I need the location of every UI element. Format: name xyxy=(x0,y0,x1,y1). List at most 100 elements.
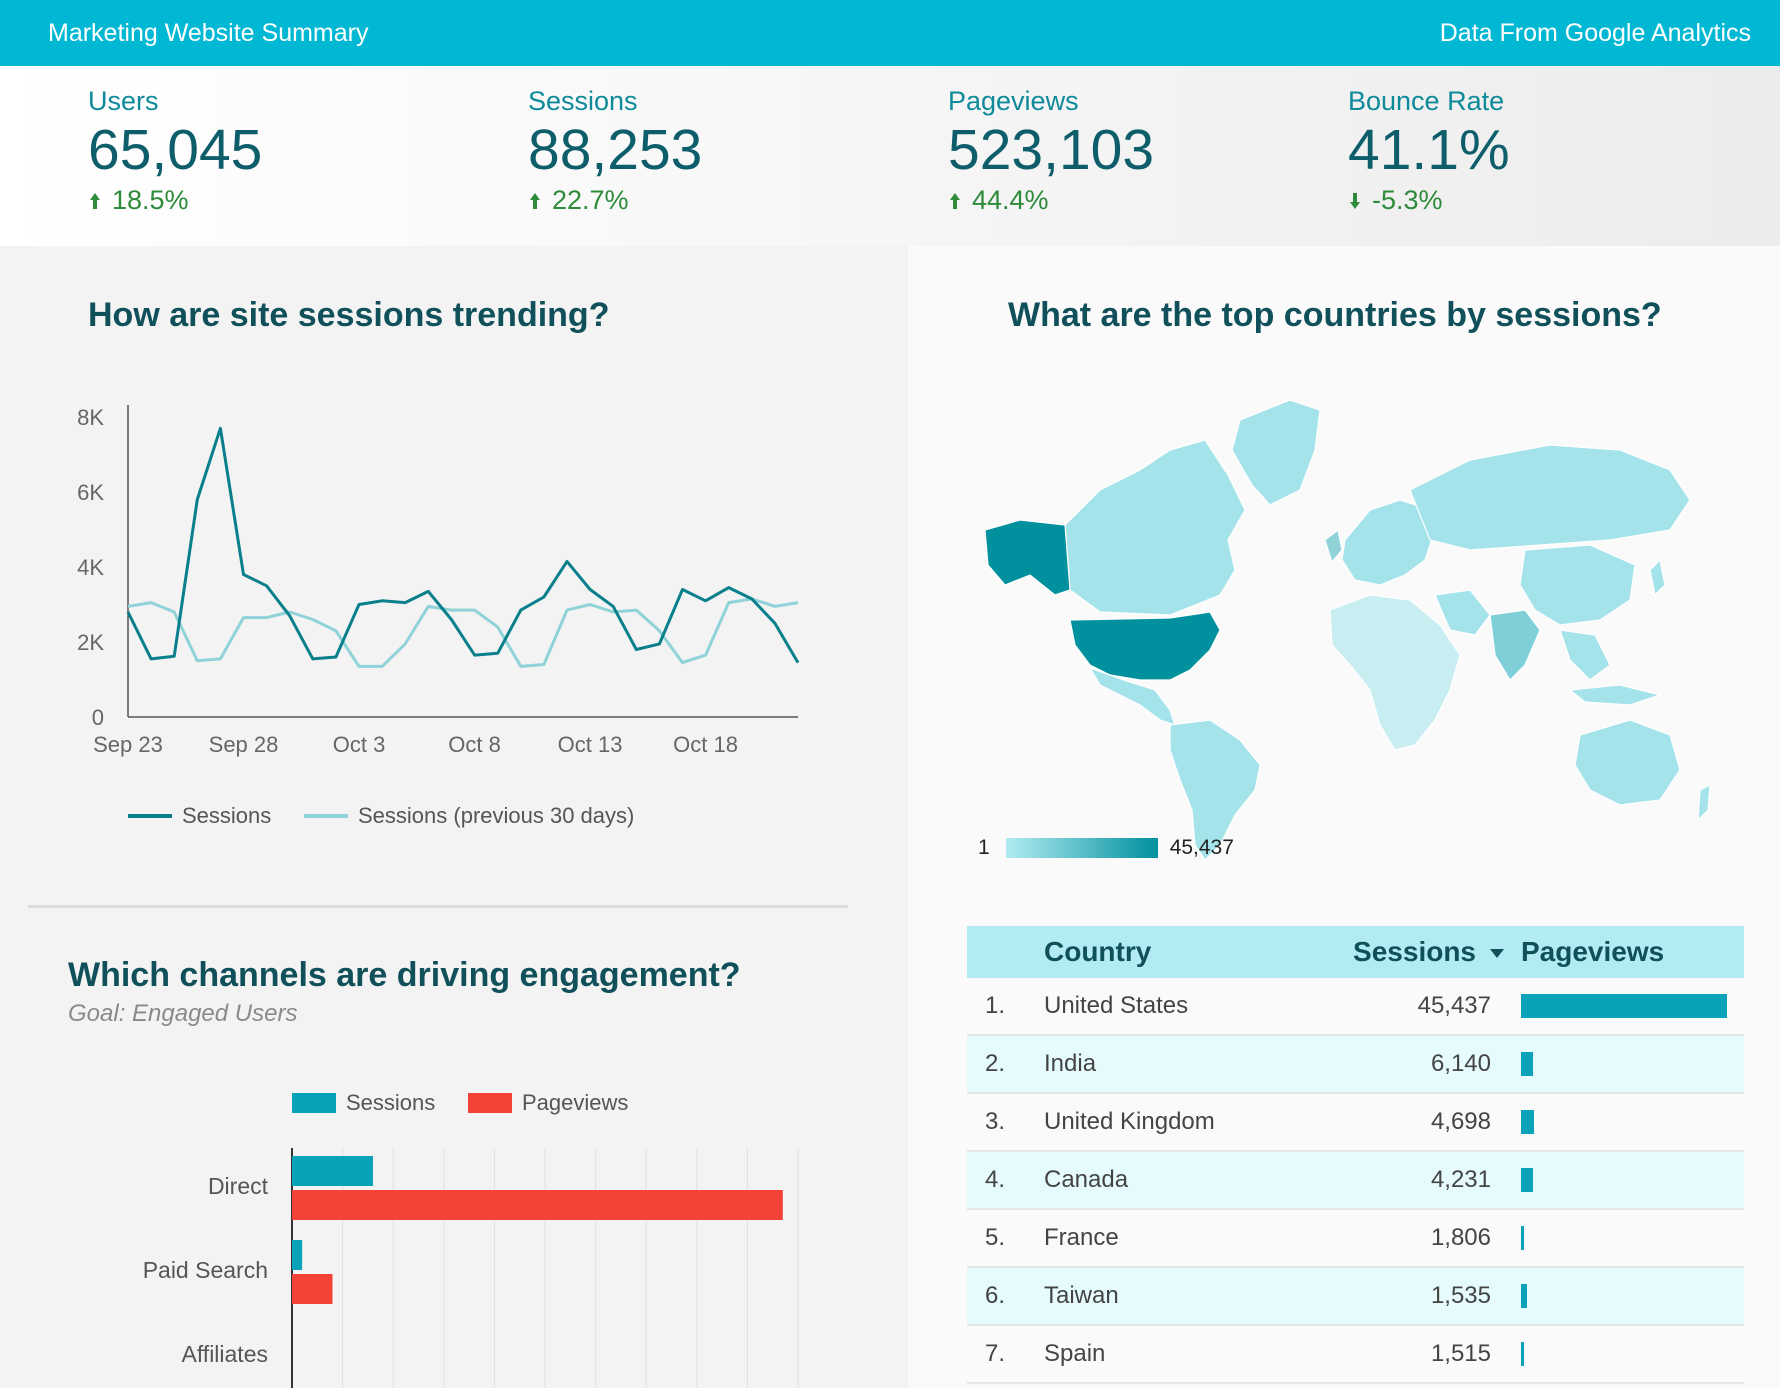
kpi-delta: -5.3% xyxy=(1348,185,1510,216)
table-header: Country Sessions Pageviews xyxy=(967,926,1744,978)
kpi-bounce-rate: Bounce Rate 41.1% -5.3% xyxy=(1348,86,1510,216)
legend-swatch xyxy=(304,814,348,818)
map-region-southeast-asia xyxy=(1559,629,1611,681)
kpi-label: Users xyxy=(88,86,159,116)
category-label: Direct xyxy=(208,1173,269,1199)
map-scale-max: 45,437 xyxy=(1169,836,1234,859)
legend-previous: Sessions (previous 30 days) xyxy=(304,803,634,829)
kpi-delta: 22.7% xyxy=(528,185,702,216)
kpi-delta-value: 22.7% xyxy=(552,185,629,215)
y-tick-label: 8K xyxy=(77,405,104,430)
map-region-japan xyxy=(1649,558,1666,597)
table-row[interactable]: 3. United Kingdom 4,698 xyxy=(967,1094,1744,1152)
row-sessions: 4,231 xyxy=(1430,1166,1491,1193)
row-rank: 2. xyxy=(985,1050,1006,1077)
legend-swatch xyxy=(468,1093,512,1113)
table-row[interactable]: 1. United States 45,437 xyxy=(967,978,1744,1036)
map-region-russia xyxy=(1409,444,1691,551)
channels-bar-chart: Direct Paid Search Affiliates xyxy=(143,1148,799,1388)
kpi-value: 523,103 xyxy=(948,118,1155,182)
legend-pageviews-bar: Pageviews xyxy=(468,1090,628,1116)
section-divider xyxy=(28,905,848,908)
trend-title: How are site sessions trending? xyxy=(88,296,610,334)
row-pageviews-bar xyxy=(1521,1110,1534,1134)
x-tick-label: Oct 13 xyxy=(558,732,623,757)
x-tick-label: Oct 3 xyxy=(333,732,386,757)
legend-label: Sessions xyxy=(346,1090,436,1115)
column-header-sessions-label: Sessions xyxy=(1353,936,1476,967)
row-country: United States xyxy=(1044,992,1189,1019)
table-row[interactable]: 5. France 1,806 xyxy=(967,1210,1744,1268)
arrow-up-icon xyxy=(530,192,540,209)
kpi-delta-value: 44.4% xyxy=(972,185,1049,215)
table-row[interactable]: 7. Spain 1,515 xyxy=(967,1326,1744,1384)
map-region-china xyxy=(1519,544,1636,626)
map-region-alaska xyxy=(984,519,1071,596)
legend-label: Sessions (previous 30 days) xyxy=(358,803,635,828)
row-country: India xyxy=(1044,1050,1097,1077)
category-label: Affiliates xyxy=(181,1341,268,1367)
row-rank: 5. xyxy=(985,1224,1006,1251)
map-region-united-states xyxy=(1069,611,1221,681)
column-header-sessions[interactable]: Sessions xyxy=(1353,936,1504,968)
column-header-pageviews[interactable]: Pageviews xyxy=(1521,936,1665,967)
data-source-label: Data From Google Analytics xyxy=(1439,18,1751,47)
map-land xyxy=(984,399,1711,861)
row-pageviews-bar xyxy=(1521,1168,1533,1192)
arrow-down-icon xyxy=(1350,192,1360,209)
row-country: United Kingdom xyxy=(1044,1108,1215,1135)
kpi-value: 88,253 xyxy=(528,118,703,182)
table-row[interactable]: 6. Taiwan 1,535 xyxy=(967,1268,1744,1326)
kpi-users: Users 65,045 18.5% xyxy=(88,86,262,216)
sort-descending-icon[interactable] xyxy=(1490,949,1504,959)
arrow-up-icon xyxy=(950,192,960,209)
x-tick-label: Oct 18 xyxy=(673,732,738,757)
legend-swatch xyxy=(128,814,172,818)
kpi-pageviews: Pageviews 523,103 44.4% xyxy=(948,86,1154,216)
series-line-previous-30-days xyxy=(127,597,799,668)
series-line-sessions xyxy=(126,426,800,664)
map-scale-min: 1 xyxy=(978,836,990,859)
kpi-band: Users 65,045 18.5% Sessions 88,253 22.7%… xyxy=(0,66,1780,246)
map-region-middle-east xyxy=(1434,589,1491,636)
row-rank: 3. xyxy=(985,1108,1006,1135)
map-region-india xyxy=(1489,609,1541,681)
world-map xyxy=(984,399,1711,861)
table-row[interactable]: 4. Canada 4,231 xyxy=(967,1152,1744,1210)
bar-pageviews xyxy=(292,1190,783,1220)
kpi-label: Sessions xyxy=(528,86,638,116)
x-tick-label: Sep 23 xyxy=(93,732,163,757)
legend-label: Pageviews xyxy=(522,1090,629,1115)
y-tick-label: 6K xyxy=(77,480,104,505)
map-region-indonesia xyxy=(1568,684,1663,706)
bar-sessions xyxy=(292,1240,303,1270)
legend-swatch xyxy=(292,1093,336,1113)
kpi-delta: 44.4% xyxy=(948,185,1154,216)
row-sessions: 6,140 xyxy=(1430,1050,1491,1077)
row-country: France xyxy=(1044,1224,1119,1251)
map-region-greenland xyxy=(1231,399,1321,506)
table-row[interactable]: 2. India 6,140 xyxy=(967,1036,1744,1094)
row-country: Spain xyxy=(1044,1340,1106,1367)
map-region-central-america xyxy=(1088,666,1176,726)
legend-sessions-bar: Sessions xyxy=(292,1090,435,1116)
kpi-value: 65,045 xyxy=(88,118,263,182)
row-pageviews-bar xyxy=(1521,1052,1533,1076)
kpi-delta-value: -5.3% xyxy=(1372,185,1443,215)
y-tick-label: 4K xyxy=(77,555,104,580)
kpi-label: Bounce Rate xyxy=(1348,86,1505,116)
row-rank: 6. xyxy=(985,1282,1006,1309)
arrow-up-icon xyxy=(90,192,100,209)
bar-pageviews xyxy=(292,1274,333,1304)
y-tick-label: 0 xyxy=(92,705,104,730)
row-rank: 7. xyxy=(985,1340,1006,1367)
kpi-label: Pageviews xyxy=(948,86,1079,116)
channels-title: Which channels are driving engagement? xyxy=(68,956,741,994)
country-table: Country Sessions Pageviews 1. United Stat… xyxy=(967,926,1744,1384)
column-header-country[interactable]: Country xyxy=(1044,936,1152,967)
map-title: What are the top countries by sessions? xyxy=(1008,296,1662,334)
row-country: Taiwan xyxy=(1044,1282,1119,1309)
top-bar: Marketing Website Summary Data From Goog… xyxy=(0,0,1780,66)
map-region-canada xyxy=(1064,439,1246,616)
report-title: Marketing Website Summary xyxy=(48,18,369,47)
